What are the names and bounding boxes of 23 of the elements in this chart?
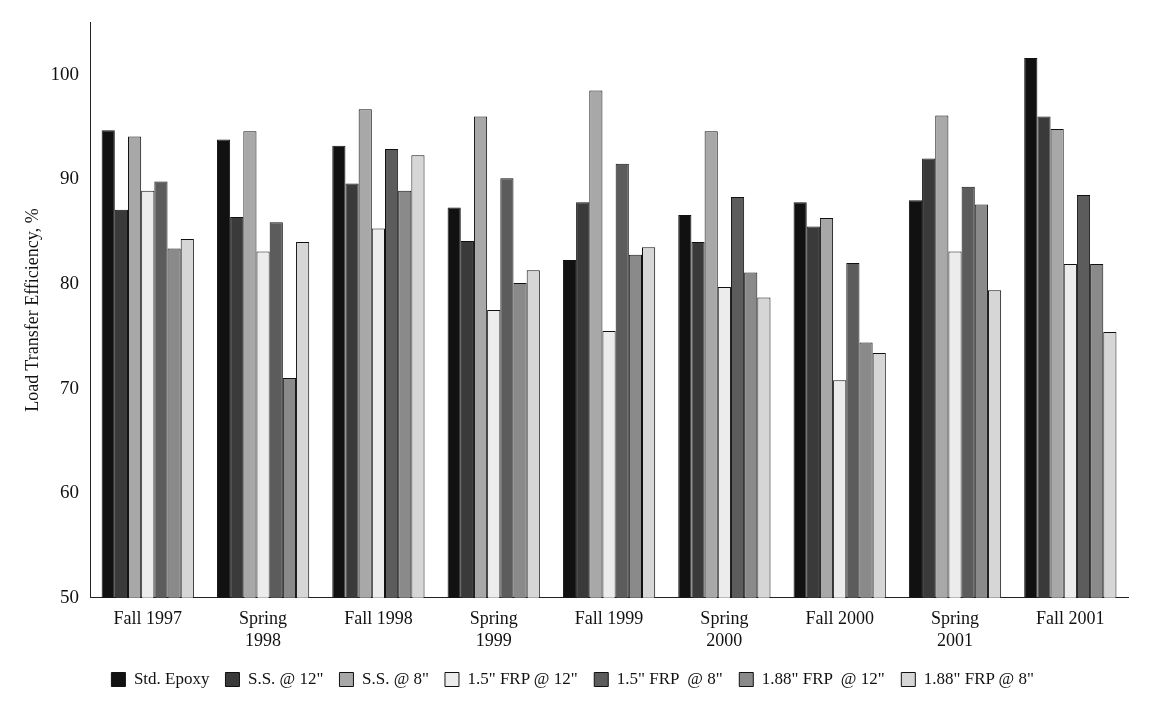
x-tick-label: Spring 1998 (239, 608, 288, 650)
y-tick-label: 70 (60, 376, 80, 398)
legend-label: 1.88" FRP @ 8" (923, 668, 1034, 688)
y-tick-label: 80 (60, 271, 80, 293)
y-axis-title: Load Transfer Efficiency, % (21, 208, 42, 412)
y-tick-label: 90 (60, 167, 80, 189)
x-tick-label: Spring 1999 (469, 608, 518, 650)
y-tick-label: 100 (50, 62, 80, 84)
x-tick-label: Fall 2000 (805, 608, 874, 629)
x-tick-label: Fall 2001 (1036, 608, 1105, 629)
legend-label: 1.5" FRP @ 12" (467, 668, 578, 688)
y-tick-label: 60 (60, 481, 80, 503)
legend-label: Std. Epoxy (133, 668, 210, 688)
x-tick-label: Spring 2001 (931, 608, 980, 650)
x-tick-label: Fall 1997 (113, 608, 183, 629)
x-tick-label: Fall 1998 (344, 608, 413, 629)
legend-label: S.S. @ 8" (361, 668, 429, 688)
legend-label: 1.88" FRP @ 12" (761, 668, 885, 688)
legend-label: 1.5" FRP @ 8" (616, 668, 723, 688)
x-tick-label: Fall 1999 (574, 608, 644, 629)
y-tick-label: 50 (60, 585, 80, 607)
x-tick-label: Spring 2000 (700, 608, 749, 650)
legend-label: S.S. @ 12" (247, 668, 324, 688)
